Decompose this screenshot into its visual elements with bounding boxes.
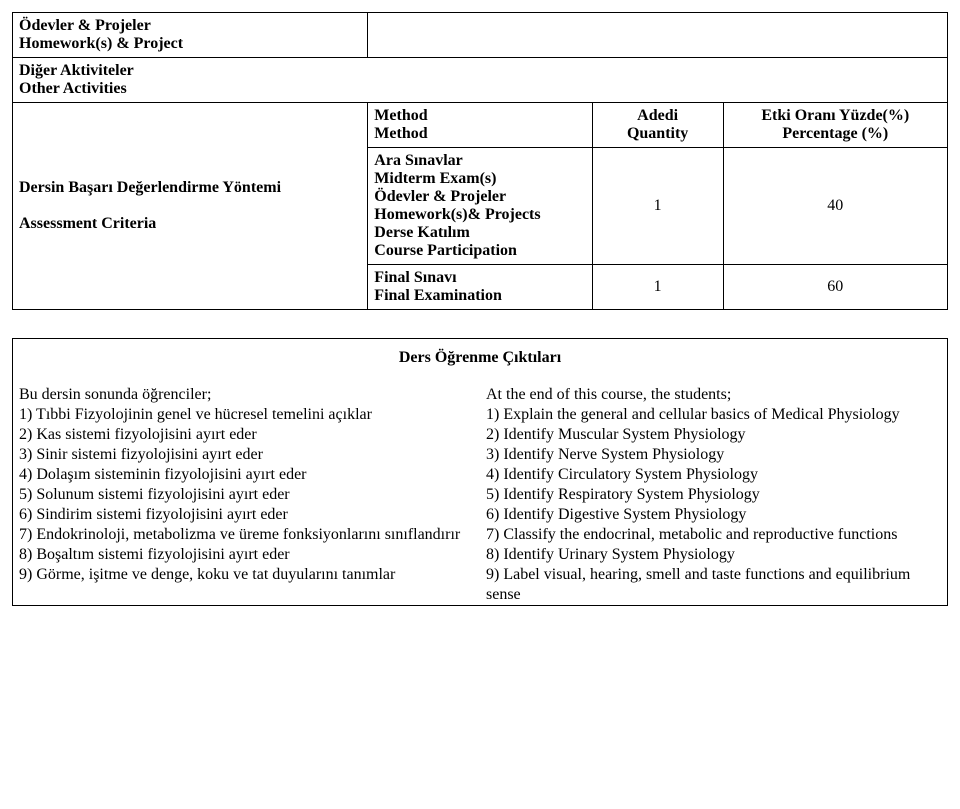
empty-cell: [368, 13, 948, 58]
header-tr: Method: [374, 107, 427, 124]
outcome-right: 2) Identify Muscular System Physiology: [480, 425, 947, 445]
outcome-right: 7) Classify the endocrinal, metabolic an…: [480, 525, 947, 545]
outcomes-table: Bu dersin sonunda öğrenciler;At the end …: [13, 385, 947, 605]
line: Derse Katılım: [374, 224, 470, 241]
header-en: Quantity: [627, 125, 688, 142]
method-header: Method Method: [368, 103, 592, 148]
outcome-left: 3) Sinir sistemi fizyolojisini ayırt ede…: [13, 445, 480, 465]
outcome-left: 2) Kas sistemi fizyolojisini ayırt eder: [13, 425, 480, 445]
label-en: Other Activities: [19, 80, 127, 97]
quantity-header: Adedi Quantity: [592, 103, 723, 148]
activities-label: Diğer Aktiviteler Other Activities: [13, 58, 948, 103]
label-tr: Ödevler & Projeler: [19, 17, 151, 34]
outcome-left: 6) Sindirim sistemi fizyolojisini ayırt …: [13, 505, 480, 525]
percentage-header: Etki Oranı Yüzde(%) Percentage (%): [723, 103, 947, 148]
outcome-left: Bu dersin sonunda öğrenciler;: [13, 385, 480, 405]
header-en: Method: [374, 125, 427, 142]
assessment-item-1-qty: 1: [592, 148, 723, 265]
assessment-item-1-pct: 40: [723, 148, 947, 265]
outcome-left: 5) Solunum sistemi fizyolojisini ayırt e…: [13, 485, 480, 505]
assessment-item-2-pct: 60: [723, 265, 947, 310]
header-tr: Etki Oranı Yüzde(%): [761, 107, 909, 124]
outcome-left: 4) Dolaşım sisteminin fizyolojisini ayır…: [13, 465, 480, 485]
outcome-left: 1) Tıbbi Fizyolojinin genel ve hücresel …: [13, 405, 480, 425]
assessment-item-2: Final Sınavı Final Examination: [368, 265, 592, 310]
outcome-left: 9) Görme, işitme ve denge, koku ve tat d…: [13, 565, 480, 605]
line: Homework(s)& Projects: [374, 206, 540, 223]
line: Course Participation: [374, 242, 517, 259]
label-tr: Dersin Başarı Değerlendirme Yöntemi: [19, 179, 281, 196]
label-en: Homework(s) & Project: [19, 35, 183, 52]
line: Midterm Exam(s): [374, 170, 496, 187]
header-en: Percentage (%): [782, 125, 888, 142]
line: Final Examination: [374, 287, 502, 304]
outcome-right: 3) Identify Nerve System Physiology: [480, 445, 947, 465]
outcome-right: 8) Identify Urinary System Physiology: [480, 545, 947, 565]
outcome-left: 7) Endokrinoloji, metabolizma ve üreme f…: [13, 525, 480, 545]
line: Ara Sınavlar: [374, 152, 462, 169]
outcomes-header: Ders Öğrenme Çıktıları: [13, 339, 947, 385]
line: Ödevler & Projeler: [374, 188, 506, 205]
label-en: Assessment Criteria: [19, 215, 156, 232]
header-tr: Adedi: [637, 107, 678, 124]
outcome-right: 4) Identify Circulatory System Physiolog…: [480, 465, 947, 485]
line: Final Sınavı: [374, 269, 456, 286]
outcome-right: 9) Label visual, hearing, smell and tast…: [480, 565, 947, 605]
outcome-left: 8) Boşaltım sistemi fizyolojisini ayırt …: [13, 545, 480, 565]
assessment-item-2-qty: 1: [592, 265, 723, 310]
table-row: Dersin Başarı Değerlendirme Yöntemi Asse…: [13, 103, 948, 148]
label-tr: Diğer Aktiviteler: [19, 62, 134, 79]
outcome-right: 1) Explain the general and cellular basi…: [480, 405, 947, 425]
outcome-right: 5) Identify Respiratory System Physiolog…: [480, 485, 947, 505]
outcome-right: At the end of this course, the students;: [480, 385, 947, 405]
homeworks-label: Ödevler & Projeler Homework(s) & Project: [13, 13, 368, 58]
table-row: Ödevler & Projeler Homework(s) & Project: [13, 13, 948, 58]
outcomes-box: Ders Öğrenme Çıktıları Bu dersin sonunda…: [12, 338, 948, 606]
outcome-right: 6) Identify Digestive System Physiology: [480, 505, 947, 525]
assessment-criteria-label: Dersin Başarı Değerlendirme Yöntemi Asse…: [13, 103, 368, 310]
assessment-table: Ödevler & Projeler Homework(s) & Project…: [12, 12, 948, 310]
assessment-item-1: Ara Sınavlar Midterm Exam(s) Ödevler & P…: [368, 148, 592, 265]
table-row: Diğer Aktiviteler Other Activities: [13, 58, 948, 103]
